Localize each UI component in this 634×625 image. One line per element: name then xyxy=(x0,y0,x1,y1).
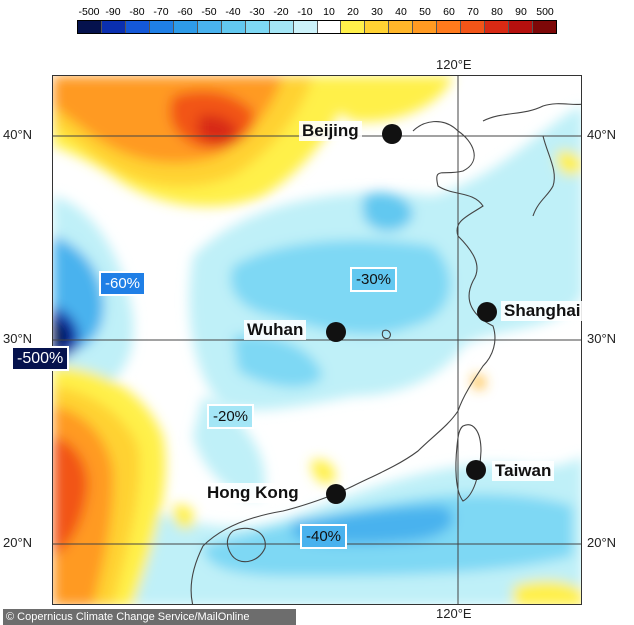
scale-swatch xyxy=(509,21,534,33)
scale-swatch xyxy=(221,21,246,33)
colour-scale-legend: -500 -90 -80 -70 -60 -50 -40 -30 -20 -10 10 20 30 40 5… xyxy=(77,5,557,34)
city-label-shanghai: Shanghai xyxy=(501,301,584,321)
scale-label: -70 xyxy=(153,6,169,18)
scale-label: 10 xyxy=(323,6,335,18)
coastline-mainland xyxy=(190,121,496,604)
positive-zone-north-peak xyxy=(198,114,238,145)
lat-label-40-left: 40°N xyxy=(3,127,33,142)
scale-swatches xyxy=(77,20,557,34)
positive-spot-se xyxy=(513,580,581,604)
negative-core-east xyxy=(363,192,413,231)
scale-swatch xyxy=(293,21,318,33)
hong-kong-marker xyxy=(326,484,346,504)
negative-core-wuhan xyxy=(233,335,323,388)
scale-swatch xyxy=(197,21,222,33)
positive-zone-west-core xyxy=(53,436,88,556)
lat-label-20-left: 20°N xyxy=(3,535,33,550)
scale-label: -90 xyxy=(105,6,121,18)
lat-label-30-right: 30°N xyxy=(587,331,617,346)
lon-label-top: 120°E xyxy=(436,57,472,72)
scale-label: -40 xyxy=(225,6,241,18)
scale-label: 80 xyxy=(491,6,503,18)
scale-swatch xyxy=(533,21,557,33)
city-label-taiwan: Taiwan xyxy=(492,461,555,481)
shanghai-marker xyxy=(477,302,497,322)
positive-spot-east xyxy=(472,375,485,389)
scale-label: 20 xyxy=(347,6,359,18)
scale-swatch xyxy=(437,21,462,33)
annotation-minus-30: -30% xyxy=(350,267,398,292)
scale-label: 30 xyxy=(371,6,383,18)
positive-spot-ne xyxy=(556,150,581,176)
inland-lake xyxy=(381,329,391,340)
positive-zone-north-rim xyxy=(313,76,453,122)
scale-swatch xyxy=(461,21,486,33)
lon-label-bottom: 120°E xyxy=(436,606,472,621)
scale-swatch xyxy=(317,21,342,33)
scale-label: -50 xyxy=(201,6,217,18)
scale-label: 70 xyxy=(467,6,479,18)
scale-swatch xyxy=(269,21,294,33)
scale-swatch xyxy=(173,21,198,33)
scale-swatch xyxy=(413,21,438,33)
scale-label: -20 xyxy=(273,6,289,18)
scale-swatch xyxy=(341,21,366,33)
scale-swatch xyxy=(149,21,174,33)
scale-label: 90 xyxy=(515,6,527,18)
annotation-minus-60: -60% xyxy=(99,271,147,296)
coastline-peninsula xyxy=(482,103,581,122)
scale-label: 500 xyxy=(536,6,554,18)
scale-label: -30 xyxy=(249,6,265,18)
hainan-island xyxy=(226,527,266,563)
lat-label-40-right: 40°N xyxy=(587,127,617,142)
coastline-korea xyxy=(532,135,555,217)
scale-swatch xyxy=(485,21,510,33)
annotation-minus-500: -500% xyxy=(11,346,70,371)
lat-label-20-right: 20°N xyxy=(587,535,617,550)
scale-label: 60 xyxy=(443,6,455,18)
scale-label: 50 xyxy=(419,6,431,18)
image-credit: © Copernicus Climate Change Service/Mail… xyxy=(3,609,296,625)
beijing-marker xyxy=(382,124,402,144)
scale-swatch xyxy=(365,21,390,33)
taiwan-marker xyxy=(466,460,486,480)
lat-label-30-left: 30°N xyxy=(3,331,33,346)
annotation-minus-40: -40% xyxy=(300,524,348,549)
scale-label: -10 xyxy=(297,6,313,18)
scale-swatch xyxy=(78,21,102,33)
scale-swatch xyxy=(389,21,414,33)
negative-extreme-core xyxy=(53,316,70,351)
scale-swatch xyxy=(245,21,270,33)
scale-swatch xyxy=(101,21,126,33)
city-label-hong-kong: Hong Kong xyxy=(204,483,302,503)
city-label-beijing: Beijing xyxy=(299,121,362,141)
negative-core-central xyxy=(230,240,451,335)
city-label-wuhan: Wuhan xyxy=(244,320,307,340)
scale-label: -500 xyxy=(78,6,100,18)
scale-labels: -500 -90 -80 -70 -60 -50 -40 -30 -20 -10 10 20 30 40 5… xyxy=(77,5,557,20)
scale-swatch xyxy=(125,21,150,33)
positive-spot-hk xyxy=(311,459,336,484)
scale-label: -80 xyxy=(129,6,145,18)
annotation-minus-20: -20% xyxy=(207,404,255,429)
positive-spot-south xyxy=(172,504,195,530)
wuhan-marker xyxy=(326,322,346,342)
scale-label: -60 xyxy=(177,6,193,18)
scale-label: 40 xyxy=(395,6,407,18)
